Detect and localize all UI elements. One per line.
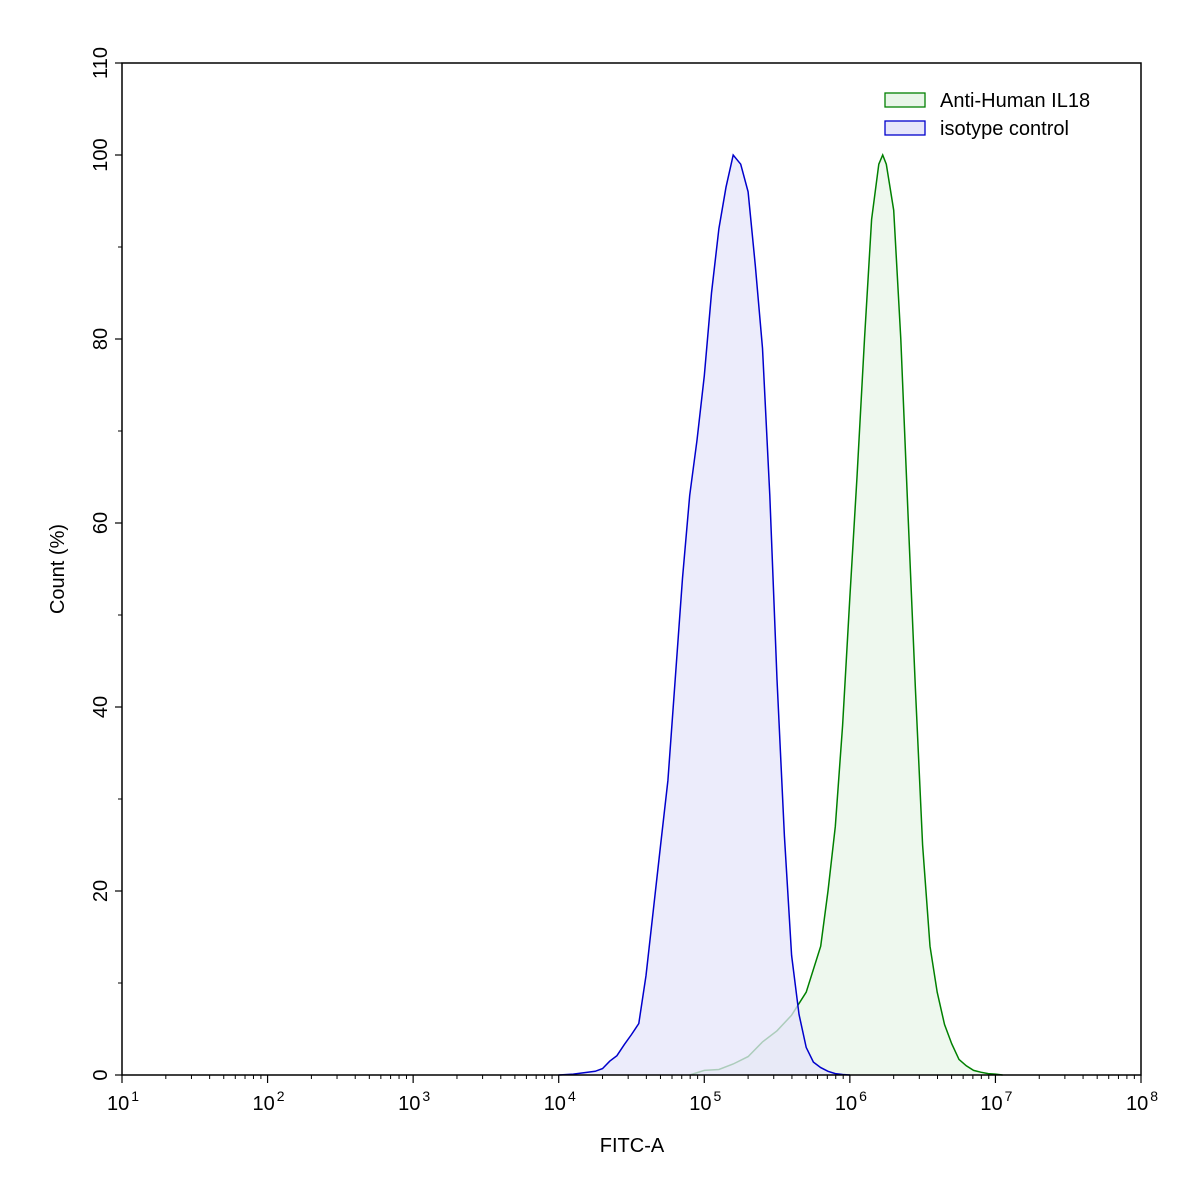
y-tick-label: 40 (90, 696, 112, 718)
series-line-isotype-control (558, 153, 850, 1076)
x-tick-label: 10 5 (689, 1088, 721, 1115)
series-fill-isotype-control (558, 155, 850, 1075)
x-tick-label: 10 1 (107, 1088, 139, 1115)
x-axis-title: FITC-A (600, 1135, 665, 1157)
x-tick-label: 10 4 (544, 1088, 576, 1115)
y-axis-title: Count (%) (47, 524, 69, 614)
legend-label: Anti-Human IL18 (940, 90, 1090, 112)
x-tick-label: 10 6 (835, 1088, 867, 1115)
x-tick-label: 10 8 (1126, 1088, 1158, 1115)
x-tick-label: 10 7 (980, 1088, 1012, 1115)
legend-swatch (884, 92, 926, 108)
plot-frame (121, 62, 1142, 1076)
y-tick-label: 80 (90, 328, 112, 350)
legend-label: isotype control (940, 118, 1069, 140)
y-tick-label: 60 (90, 512, 112, 534)
y-tick-label: 0 (90, 1069, 112, 1080)
x-axis-ticks: 10 1 10 2 10 3 10 4 10 5 10 6 10 7 10 8 (107, 1075, 1158, 1115)
x-tick-label: 10 2 (253, 1088, 285, 1115)
y-tick-label: 110 (90, 47, 112, 79)
y-axis-ticks: 0 20 40 60 80 100 110 (90, 47, 122, 1081)
series-layer (558, 153, 1003, 1076)
y-tick-label: 100 (90, 138, 112, 171)
legend-swatch (884, 120, 926, 136)
legend: Anti-Human IL18 isotype control (884, 90, 1090, 140)
y-tick-label: 20 (90, 880, 112, 902)
series-fill-anti-human-il18 (689, 155, 1003, 1075)
x-tick-label: 10 3 (398, 1088, 430, 1115)
